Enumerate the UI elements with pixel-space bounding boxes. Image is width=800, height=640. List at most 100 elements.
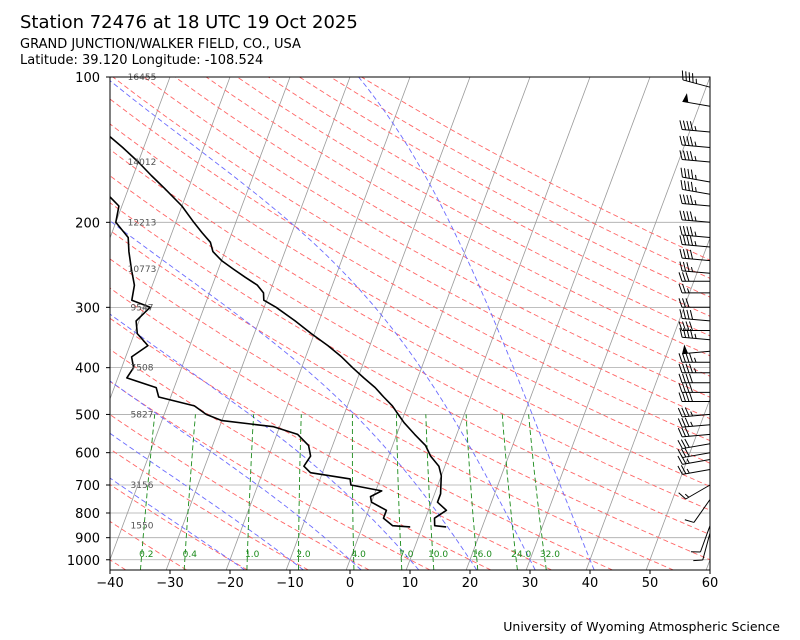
wind-barb-full-flag bbox=[682, 136, 687, 146]
wind-barb-full-flag bbox=[677, 418, 683, 428]
wind-barb-staff bbox=[682, 413, 711, 418]
dry-adiabat-line bbox=[112, 77, 710, 420]
wind-barb-full-flag bbox=[686, 136, 690, 146]
wind-barb bbox=[677, 407, 711, 418]
wind-barb-full-flag bbox=[682, 261, 687, 272]
wind-barb-full-flag bbox=[677, 465, 683, 475]
x-axis-tick-label: −30 bbox=[156, 576, 183, 591]
wind-barb-half-flag bbox=[686, 468, 690, 474]
y-axis-tick-label: 100 bbox=[75, 71, 100, 86]
wind-barb bbox=[678, 484, 711, 500]
y-axis-tick-label: 700 bbox=[75, 479, 100, 494]
sounding-profiles bbox=[110, 135, 448, 528]
wind-barb-staff bbox=[702, 532, 711, 561]
wind-barb-half-flag bbox=[694, 126, 697, 131]
wind-barb-full-flag bbox=[679, 194, 683, 204]
wind-barb-full-flag bbox=[682, 353, 686, 363]
dry-adiabat-line bbox=[110, 202, 710, 536]
isotherm-line bbox=[0, 77, 50, 570]
y-axis-tick-label: 900 bbox=[75, 532, 100, 547]
wind-barb-full-flag bbox=[679, 309, 683, 319]
wind-barb-half-flag bbox=[684, 493, 690, 498]
wind-barb-pennant bbox=[682, 344, 689, 354]
wind-barb-full-flag bbox=[683, 168, 687, 178]
wind-barb-full-flag bbox=[679, 225, 683, 236]
wind-barb-full-flag bbox=[679, 327, 683, 338]
x-axis-tick-label: 0 bbox=[346, 576, 354, 591]
x-axis-tick-label: 10 bbox=[402, 576, 419, 591]
wind-barb-full-flag bbox=[689, 151, 694, 161]
wind-barb-full-flag bbox=[689, 321, 693, 331]
wind-barb-full-flag bbox=[681, 407, 687, 417]
wind-barb bbox=[679, 120, 711, 133]
wind-barb-staff bbox=[682, 176, 711, 183]
wind-barb-staff bbox=[682, 188, 711, 195]
wind-barb-full-flag bbox=[681, 417, 687, 428]
wind-barb-half-flag bbox=[695, 78, 697, 84]
dry-adiabat-line bbox=[110, 258, 674, 570]
mixing-ratio-line bbox=[396, 414, 403, 570]
wind-barb-half-flag bbox=[690, 421, 694, 427]
x-axis-tick-label: 30 bbox=[522, 576, 539, 591]
isotherm-line bbox=[465, 77, 651, 570]
wind-barb-full-flag bbox=[682, 298, 686, 308]
isotherm-line bbox=[110, 77, 291, 561]
wind-barb-staff bbox=[682, 459, 711, 465]
wind-barb-staff bbox=[682, 424, 711, 428]
wind-barb-full-flag bbox=[685, 71, 687, 81]
wind-barb-full-flag bbox=[686, 309, 690, 320]
wind-barb-full-flag bbox=[679, 261, 683, 271]
wind-barb-full-flag bbox=[682, 249, 687, 259]
wind-barb-full-flag bbox=[682, 328, 687, 338]
isotherm-line bbox=[110, 77, 231, 400]
wind-barb bbox=[682, 344, 711, 355]
wind-barb-full-flag bbox=[678, 353, 683, 363]
y-axis-tick-label: 500 bbox=[75, 408, 100, 423]
dewpoint-profile bbox=[110, 195, 411, 528]
station-coordinates: Latitude: 39.120 Longitude: -108.524 bbox=[20, 53, 264, 68]
wind-barb-half-flag bbox=[695, 187, 697, 192]
wind-barb bbox=[684, 499, 711, 523]
wind-barb-full-flag bbox=[685, 373, 690, 383]
wind-barb bbox=[681, 70, 711, 88]
mixing-ratio-label: 1.0 bbox=[245, 550, 260, 560]
moist-adiabat-line bbox=[110, 477, 246, 570]
wind-barb-full-flag bbox=[682, 383, 686, 393]
dry-adiabat-line bbox=[110, 317, 552, 570]
in-plot-labels: 0.2 0.4 1.0 2.0 4.0 7.0 10.0 16.0 24.0 32.0 16455 1… bbox=[128, 73, 561, 560]
mixing-ratio-label: 32.0 bbox=[540, 550, 560, 560]
mixing-ratio-line bbox=[425, 414, 435, 570]
dry-adiabat-line bbox=[110, 123, 710, 464]
wind-barb bbox=[693, 532, 711, 562]
wind-barb bbox=[677, 438, 711, 450]
height-label: 3156 bbox=[131, 481, 154, 491]
mixing-ratio-line bbox=[351, 414, 355, 570]
wind-barb-full-flag bbox=[685, 321, 690, 331]
wind-barb-full-flag bbox=[681, 70, 684, 80]
wind-barb-full-flag bbox=[679, 150, 683, 160]
dry-adiabat-line bbox=[174, 77, 710, 377]
axes: −40 −30 −20 −10 0 10 20 30 40 50 60 100 200 300 400 500… bbox=[67, 71, 718, 591]
wind-barb-half-flag bbox=[690, 267, 694, 272]
wind-barb-staff bbox=[699, 525, 711, 553]
wind-barb-full-flag bbox=[682, 194, 687, 204]
wind-barb-full-flag bbox=[680, 439, 687, 449]
wind-barb-staff bbox=[682, 452, 711, 459]
wind-barb-staff bbox=[682, 257, 711, 262]
wind-barb-full-flag bbox=[678, 283, 683, 294]
wind-barb-full-flag bbox=[686, 150, 690, 161]
wind-barb-staff bbox=[682, 443, 711, 450]
y-axis-tick-label: 800 bbox=[75, 507, 100, 522]
wind-barb-full-flag bbox=[689, 211, 694, 221]
wind-barb-full-flag bbox=[684, 417, 690, 427]
wind-barb-staff bbox=[682, 433, 711, 438]
dry-adiabat-line bbox=[143, 77, 710, 398]
wind-barb-full-flag bbox=[685, 298, 690, 308]
dry-adiabat-line bbox=[110, 229, 710, 561]
wind-barb bbox=[679, 235, 711, 248]
dry-adiabat-line bbox=[236, 77, 710, 337]
wind-barb bbox=[677, 455, 711, 465]
wind-barb-staff bbox=[693, 499, 711, 523]
y-axis-tick-label: 200 bbox=[75, 216, 100, 231]
mixing-ratio-label: 0.2 bbox=[139, 550, 153, 560]
